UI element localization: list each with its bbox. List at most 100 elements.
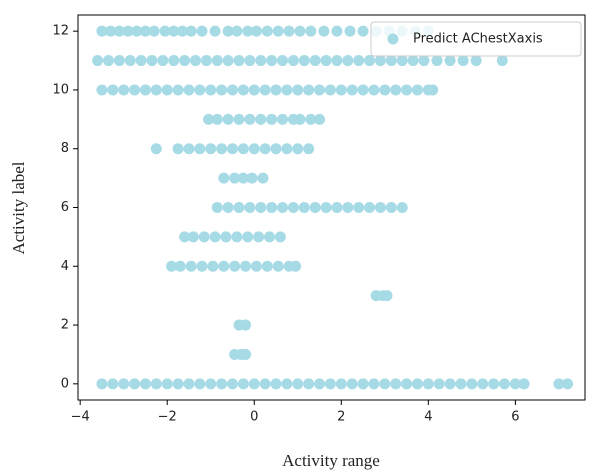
point [226,143,238,155]
y-axis-label: Activity label [9,161,28,254]
point [277,113,289,125]
point [233,202,245,213]
x-tick-label: 6 [511,410,519,425]
point [240,348,252,360]
point [396,55,408,67]
point [176,25,188,37]
point [259,84,271,96]
point [357,25,369,37]
point [242,231,254,243]
point [246,172,258,184]
point [129,84,141,96]
point [244,113,256,125]
point [331,25,343,37]
point [139,25,151,37]
point [250,260,262,272]
point [444,55,456,67]
point [270,143,282,155]
point [287,55,299,67]
point [320,55,332,67]
point [379,378,391,390]
point [216,378,228,390]
y-tick-label: 0 [61,376,69,391]
x-tick-label: 0 [250,410,258,425]
point [385,55,397,67]
point [272,260,284,272]
point [266,202,278,213]
y-tick-label: 8 [61,141,69,156]
point [374,202,386,213]
point [390,84,402,96]
point [277,55,289,67]
point [255,55,267,67]
y-tick-label: 4 [61,259,69,274]
point [401,84,413,96]
point [331,55,343,67]
point [240,319,252,331]
point [216,84,228,96]
point [231,231,243,243]
point [266,55,278,67]
point [368,378,380,390]
point [161,378,173,390]
point [303,378,315,390]
point [411,84,423,96]
point [150,378,162,390]
y-tick-label: 10 [52,82,69,97]
point [270,378,282,390]
point [102,55,114,67]
point [298,202,310,213]
point [222,55,234,67]
point [250,25,262,37]
point [218,172,230,184]
point [244,202,256,213]
point [257,172,269,184]
point [335,378,347,390]
point [263,231,275,243]
point [309,202,321,213]
legend-label: Predict AChestXaxis [413,32,543,47]
point [318,25,330,37]
point [200,55,212,67]
point [229,172,241,184]
point [346,378,358,390]
point [96,378,108,390]
point [183,84,195,96]
point [166,260,178,272]
point [194,84,206,96]
point [248,84,260,96]
point [244,55,256,67]
point [150,143,162,155]
point [135,55,147,67]
point [294,25,306,37]
point [261,260,273,272]
point [344,25,356,37]
point [209,25,221,37]
point [368,84,380,96]
point [96,25,108,37]
point [277,202,289,213]
y-tick-label: 6 [61,200,69,215]
point [237,143,249,155]
point [364,55,376,67]
y-tick-label: 2 [61,318,69,333]
x-axis-label: Activity range [282,451,380,470]
point [226,378,238,390]
point [390,378,402,390]
point [194,378,206,390]
point [498,378,510,390]
point [205,84,217,96]
point [305,113,317,125]
point [226,84,238,96]
point [172,143,184,155]
point [159,25,171,37]
point [292,84,304,96]
point [396,202,408,213]
point [168,55,180,67]
point [314,84,326,96]
point [190,55,202,67]
x-tick-label: −2 [158,410,177,425]
point [194,143,206,155]
point [218,260,230,272]
